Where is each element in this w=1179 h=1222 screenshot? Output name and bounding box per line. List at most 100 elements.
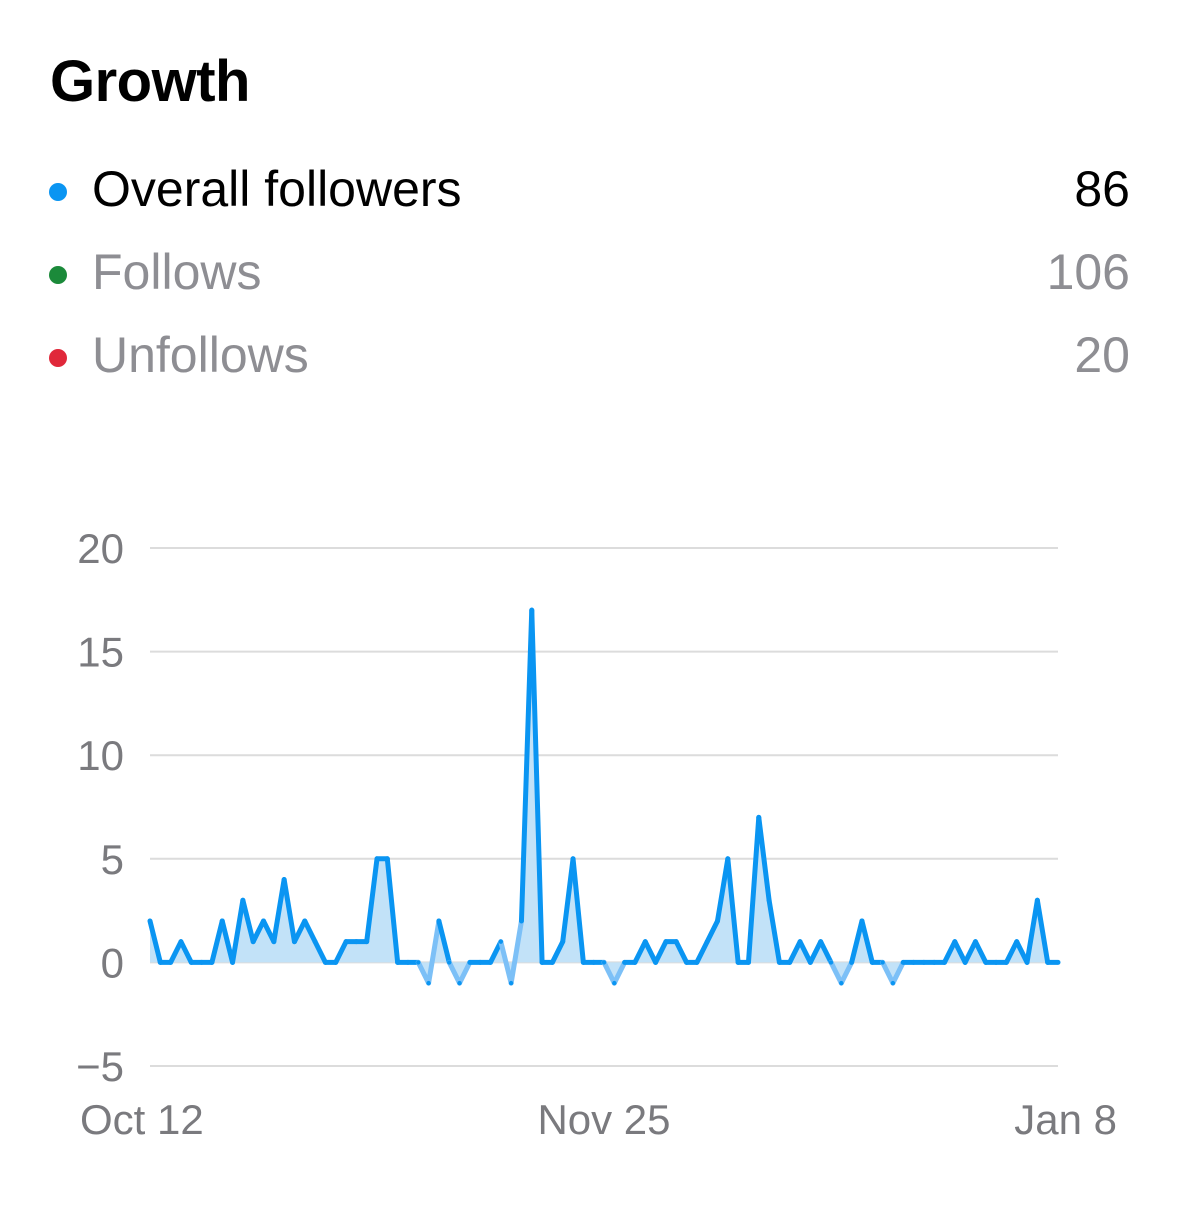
data-point xyxy=(725,856,731,861)
line-layer xyxy=(147,607,1061,986)
series-line-segment xyxy=(766,897,782,965)
data-point xyxy=(901,960,906,965)
series-line-segment xyxy=(704,918,720,945)
legend-label: Follows xyxy=(92,244,262,300)
data-point xyxy=(343,939,349,944)
data-point xyxy=(261,918,266,924)
series-line-segment xyxy=(549,939,566,965)
dot-icon xyxy=(49,183,67,201)
data-point xyxy=(756,815,761,820)
series-line-segment xyxy=(333,939,349,965)
series-line-segment xyxy=(488,939,504,965)
page-title: Growth xyxy=(50,49,250,114)
series-line-segment xyxy=(498,939,514,986)
series-line-segment xyxy=(446,959,463,986)
data-point xyxy=(808,960,813,965)
legend-item-follows[interactable]: Follows 106 xyxy=(0,237,1179,307)
area-layer xyxy=(150,610,1058,984)
series-line-segment xyxy=(271,877,287,945)
data-point xyxy=(581,960,586,965)
series-line-segment xyxy=(312,939,328,965)
legend-value: 106 xyxy=(1046,244,1130,300)
data-point xyxy=(694,960,700,965)
data-point xyxy=(405,960,411,965)
series-line-segment xyxy=(168,939,184,965)
data-point xyxy=(849,960,854,965)
series-line-segment xyxy=(849,918,865,965)
y-tick-label: 20 xyxy=(77,525,124,572)
y-tick-label: 0 xyxy=(101,939,124,986)
data-point xyxy=(1004,960,1009,965)
y-tick-label: 15 xyxy=(77,629,124,676)
data-point xyxy=(220,918,225,924)
data-point xyxy=(653,960,658,965)
data-point xyxy=(632,960,638,965)
data-point xyxy=(539,960,545,965)
data-point xyxy=(199,960,204,965)
series-line-segment xyxy=(859,918,875,965)
data-point xyxy=(189,960,194,965)
legend-value: 86 xyxy=(1074,161,1130,217)
data-point xyxy=(952,939,958,944)
series-line-segment xyxy=(745,814,762,965)
y-tick-label: 10 xyxy=(77,732,124,779)
series-line-segment xyxy=(601,959,617,986)
data-point xyxy=(560,939,565,944)
data-point xyxy=(715,918,720,924)
legend-label: Unfollows xyxy=(92,327,309,383)
legend-item-overall-followers[interactable]: Overall followers 86 xyxy=(0,154,1179,224)
data-point xyxy=(746,960,751,965)
data-point xyxy=(880,960,885,965)
data-point xyxy=(498,939,504,944)
data-point xyxy=(323,960,328,965)
series-line-segment xyxy=(384,856,401,965)
data-point xyxy=(921,960,927,965)
y-axis: 20 15 10 5 0 −5 xyxy=(76,525,124,1090)
data-point xyxy=(354,939,359,944)
series-line-segment xyxy=(436,918,452,965)
y-tick-label: −5 xyxy=(76,1043,124,1090)
series-line-segment xyxy=(302,918,318,945)
series-line-segment xyxy=(787,939,803,965)
series-line-segment xyxy=(818,939,834,965)
series-line-segment xyxy=(942,939,958,965)
series-line-segment xyxy=(518,607,535,924)
data-point xyxy=(168,960,173,965)
data-point xyxy=(488,960,493,965)
dot-icon xyxy=(49,266,67,284)
data-point xyxy=(973,939,978,944)
series-line-segment xyxy=(807,939,824,965)
series-line-segment xyxy=(653,939,669,965)
data-point xyxy=(643,939,648,944)
data-point xyxy=(178,939,184,944)
series-line-segment xyxy=(219,918,236,965)
data-point xyxy=(395,960,400,965)
data-point xyxy=(1055,960,1061,965)
data-point xyxy=(612,980,617,986)
data-point xyxy=(622,960,627,965)
series-line-segment xyxy=(508,918,524,986)
data-point xyxy=(519,918,524,924)
data-point xyxy=(147,918,153,924)
series-line-segment xyxy=(962,939,978,965)
data-point xyxy=(374,856,380,861)
series-line-segment xyxy=(291,918,308,945)
dot-icon xyxy=(49,349,67,367)
series-line-segment xyxy=(1024,897,1040,965)
data-point xyxy=(529,607,534,613)
series-line-segment xyxy=(972,939,989,965)
series-area-overall-followers xyxy=(150,610,1058,984)
series-line-segment xyxy=(797,939,813,965)
legend-item-unfollows[interactable]: Unfollows 20 xyxy=(0,320,1179,390)
data-point xyxy=(931,960,937,965)
series-line-segment xyxy=(880,959,896,986)
series-line-segment xyxy=(240,897,256,945)
series-line-segment xyxy=(725,856,741,965)
data-point xyxy=(1024,960,1030,965)
data-point xyxy=(281,877,287,882)
data-point xyxy=(993,960,999,965)
data-point xyxy=(508,980,514,986)
series-line-segment xyxy=(715,856,731,924)
data-point xyxy=(704,939,710,944)
